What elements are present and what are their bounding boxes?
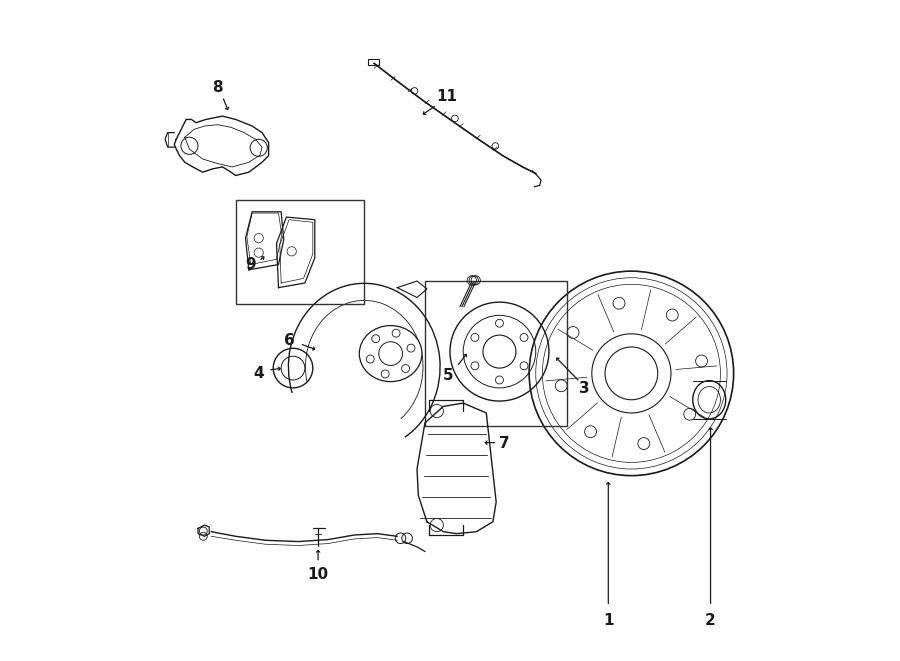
Text: 8: 8 [212,80,222,95]
Text: 7: 7 [499,436,509,451]
Text: 2: 2 [706,613,716,628]
Bar [367,59,380,65]
Text: 4: 4 [254,366,264,381]
Text: 6: 6 [284,333,295,348]
Text: 5: 5 [443,368,454,383]
Text: 9: 9 [246,257,256,272]
Text: 1: 1 [603,613,614,628]
Ellipse shape [359,326,422,381]
Text: 11: 11 [436,89,457,104]
Bar [425,281,567,426]
Text: 10: 10 [308,567,328,582]
Bar [236,200,364,304]
Text: 3: 3 [579,381,590,396]
